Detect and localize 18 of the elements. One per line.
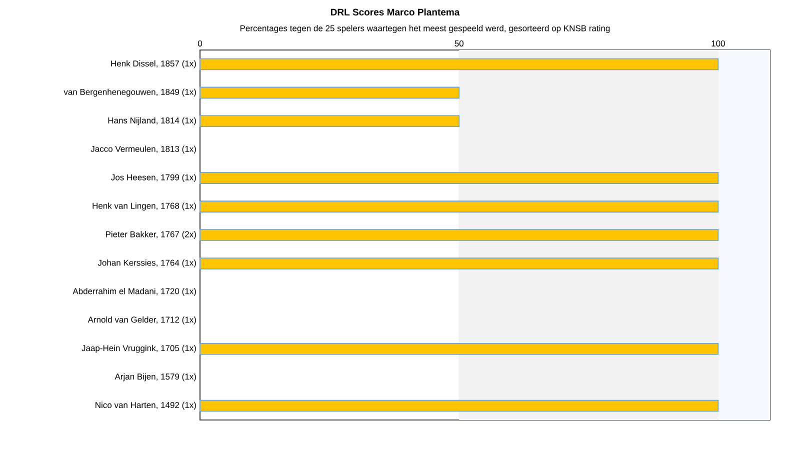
y-tick-label: Henk van Lingen, 1768 (1x): [92, 202, 196, 210]
x-tick-label: 50: [454, 40, 464, 46]
y-tick-label: Arnold van Gelder, 1712 (1x): [88, 316, 196, 324]
y-tick-label: Hans Nijland, 1814 (1x): [108, 117, 196, 126]
y-tick-label: Jacco Vermeulen, 1813 (1x): [90, 146, 196, 154]
y-tick-label: Jaap-Hein Vruggink, 1705 (1x): [82, 344, 196, 353]
y-tick-label: Nico van Harten, 1492 (1x): [96, 402, 196, 410]
chart-subtitle: Percentages tegen de 25 spelers waartegen het meest gespeeld werd, gesorteerd op KNSB rating: [240, 25, 610, 33]
y-tick-label: Jos Heesen, 1799 (1x): [111, 174, 196, 182]
x-tick-label: 0: [198, 40, 202, 46]
y-tick-label: Henk Dissel, 1857 (1x): [111, 60, 196, 68]
y-tick-label: Pieter Bakker, 1767 (2x): [106, 231, 196, 239]
chart-title: DRL Scores Marco Plantema: [330, 8, 460, 16]
y-tick-label: Arjan Bijen, 1579 (1x): [114, 373, 196, 382]
y-tick-label: van Bergenhenegouwen, 1849 (1x): [64, 88, 196, 97]
y-tick-label: Johan Kerssies, 1764 (1x): [98, 260, 196, 268]
y-tick-label: Abderrahim el Madani, 1720 (1x): [72, 288, 196, 296]
x-tick-label: 100: [712, 40, 725, 46]
